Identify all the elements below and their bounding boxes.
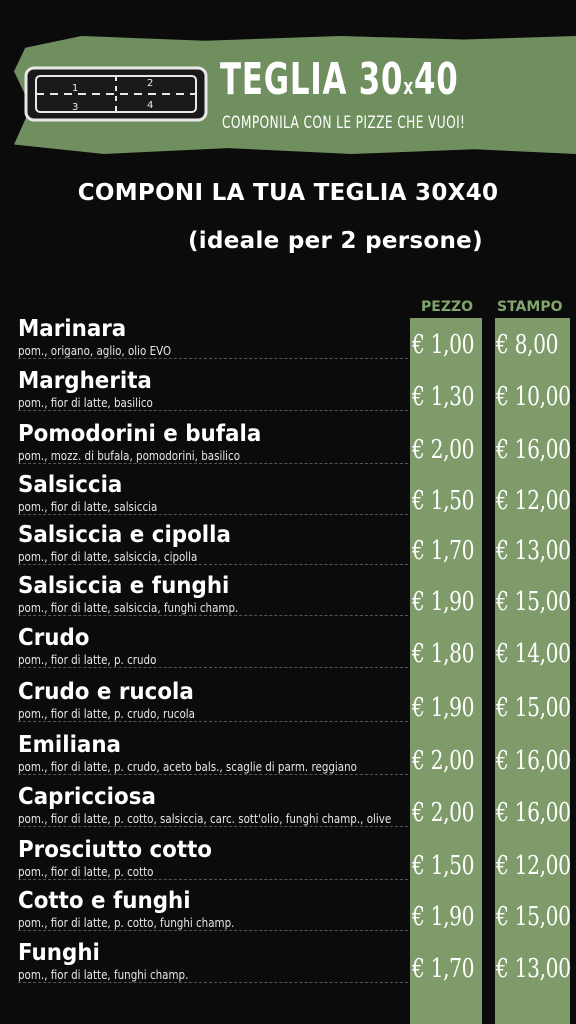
- menu-item: Cotto e funghi pom., fior di latte, p. co…: [18, 888, 576, 940]
- banner-title-end: 40: [414, 54, 459, 105]
- banner-title-main: TEGLIA 30: [220, 54, 404, 105]
- dotted-leader: [18, 463, 408, 464]
- pizza-name: Crudo: [18, 625, 90, 651]
- pizza-ingredients: pom., fior di latte, p. crudo, rucola: [18, 707, 195, 721]
- menu-item: Capricciosa pom., fior di latte, p. cotto…: [18, 784, 576, 836]
- banner-subtitle: COMPONILA CON LE PIZZE CHE VUOI!: [222, 113, 466, 133]
- dotted-leader: [18, 930, 408, 931]
- column-header-stampo: STAMPO: [497, 299, 563, 315]
- pizza-ingredients: pom., fior di latte, p. cotto: [18, 865, 154, 879]
- dotted-leader: [18, 410, 408, 411]
- price-stampo: € 12,00: [496, 486, 571, 516]
- menu-item: Funghi pom., fior di latte, funghi champ.…: [18, 940, 576, 992]
- tray-label-2: 2: [147, 78, 153, 89]
- menu-item: Pomodorini e bufala pom., mozz. di bufala…: [18, 421, 576, 473]
- pizza-ingredients: pom., mozz. di bufala, pomodorini, basil…: [18, 449, 241, 463]
- pizza-ingredients: pom., fior di latte, salsiccia: [18, 500, 158, 514]
- price-stampo: € 15,00: [496, 587, 571, 617]
- menu-item: Margherita pom., fior di latte, basilico €…: [18, 368, 576, 420]
- dotted-leader: [18, 826, 408, 827]
- price-pezzo: € 1,90: [412, 587, 475, 617]
- page-heading: COMPONI LA TUA TEGLIA 30X40: [77, 180, 499, 206]
- dotted-leader: [18, 514, 408, 515]
- price-stampo: € 16,00: [496, 435, 571, 465]
- price-stampo: € 13,00: [496, 954, 571, 984]
- pizza-name: Cotto e funghi: [18, 888, 191, 914]
- price-stampo: € 8,00: [496, 330, 559, 360]
- price-stampo: € 15,00: [496, 693, 571, 723]
- column-header-pezzo: PEZZO: [421, 299, 474, 315]
- pizza-ingredients: pom., fior di latte, salsiccia, cipolla: [18, 550, 198, 564]
- menu-item: Prosciutto cotto pom., fior di latte, p. …: [18, 837, 576, 889]
- tray-label-4: 4: [147, 100, 153, 111]
- pizza-ingredients: pom., fior di latte, p. cotto, salsiccia…: [18, 812, 392, 826]
- menu-item: Marinara pom., origano, aglio, olio EVO € …: [18, 316, 576, 368]
- price-pezzo: € 2,00: [412, 798, 475, 828]
- dotted-leader: [18, 564, 408, 565]
- price-stampo: € 14,00: [496, 639, 571, 669]
- price-stampo: € 16,00: [496, 798, 571, 828]
- menu-item: Emiliana pom., fior di latte, p. crudo, a…: [18, 732, 576, 784]
- price-pezzo: € 1,80: [412, 639, 475, 669]
- pizza-ingredients: pom., fior di latte, salsiccia, funghi c…: [18, 601, 239, 615]
- pizza-ingredients: pom., origano, aglio, olio EVO: [18, 344, 172, 358]
- dotted-leader: [18, 721, 408, 722]
- pizza-ingredients: pom., fior di latte, p. crudo: [18, 653, 157, 667]
- price-pezzo: € 2,00: [412, 746, 475, 776]
- page-subheading: (ideale per 2 persone): [188, 228, 483, 254]
- pizza-name: Funghi: [18, 940, 100, 966]
- pizza-name: Pomodorini e bufala: [18, 421, 262, 447]
- pizza-name: Prosciutto cotto: [18, 837, 213, 863]
- menu-item: Salsiccia e cipolla pom., fior di latte, …: [18, 522, 576, 574]
- price-pezzo: € 1,70: [412, 954, 475, 984]
- price-pezzo: € 1,70: [412, 536, 475, 566]
- pizza-name: Capricciosa: [18, 784, 156, 810]
- tray-label-3: 3: [72, 102, 78, 113]
- dotted-leader: [18, 982, 408, 983]
- dotted-leader: [18, 615, 408, 616]
- pizza-name: Marinara: [18, 316, 127, 342]
- menu-item: Crudo e rucola pom., fior di latte, p. cr…: [18, 679, 576, 731]
- banner-title: TEGLIA 30x40: [220, 54, 459, 105]
- pizza-name: Salsiccia: [18, 472, 123, 498]
- dotted-leader: [18, 667, 408, 668]
- pizza-name: Salsiccia e cipolla: [18, 522, 231, 548]
- price-stampo: € 12,00: [496, 851, 571, 881]
- price-pezzo: € 1,00: [412, 330, 475, 360]
- pizza-ingredients: pom., fior di latte, p. cotto, funghi ch…: [18, 916, 235, 930]
- pizza-ingredients: pom., fior di latte, p. crudo, aceto bal…: [18, 760, 357, 774]
- pizza-ingredients: pom., fior di latte, funghi champ.: [18, 968, 189, 982]
- price-stampo: € 16,00: [496, 746, 571, 776]
- dotted-leader: [18, 879, 408, 880]
- stampo-column-background: [495, 318, 570, 1024]
- price-stampo: € 10,00: [496, 382, 571, 412]
- pizza-name: Margherita: [18, 368, 152, 394]
- pizza-name: Crudo e rucola: [18, 679, 194, 705]
- menu-item: Salsiccia pom., fior di latte, salsiccia €…: [18, 472, 576, 524]
- price-pezzo: € 1,90: [412, 902, 475, 932]
- pizza-name: Salsiccia e funghi: [18, 573, 230, 599]
- price-stampo: € 13,00: [496, 536, 571, 566]
- dotted-leader: [18, 358, 408, 359]
- pizza-ingredients: pom., fior di latte, basilico: [18, 396, 153, 410]
- baking-tray-icon: 1 2 3 4: [24, 66, 208, 122]
- menu-item: Crudo pom., fior di latte, p. crudo € 1,80…: [18, 625, 576, 677]
- banner-title-x: x: [403, 75, 415, 100]
- price-stampo: € 15,00: [496, 902, 571, 932]
- price-pezzo: € 1,50: [412, 851, 475, 881]
- menu-item: Salsiccia e funghi pom., fior di latte, s…: [18, 573, 576, 625]
- pizza-name: Emiliana: [18, 732, 121, 758]
- price-pezzo: € 1,50: [412, 486, 475, 516]
- price-pezzo: € 2,00: [412, 435, 475, 465]
- price-pezzo: € 1,30: [412, 382, 475, 412]
- price-pezzo: € 1,90: [412, 693, 475, 723]
- dotted-leader: [18, 774, 408, 775]
- tray-label-1: 1: [72, 83, 78, 94]
- pezzo-column-background: [410, 318, 482, 1024]
